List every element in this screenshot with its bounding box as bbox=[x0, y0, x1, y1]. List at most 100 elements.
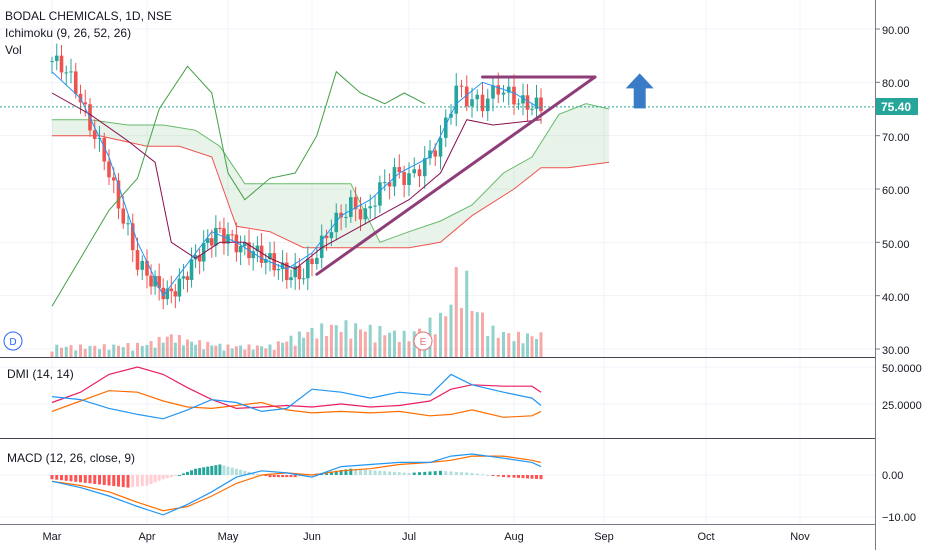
macd-hist-bar-78 bbox=[397, 472, 401, 475]
up-arrow-icon[interactable] bbox=[625, 73, 654, 109]
macd-tick-0: 0.00 bbox=[882, 470, 903, 482]
volume-bar-46 bbox=[251, 349, 255, 357]
axis-tick-marks bbox=[876, 28, 880, 350]
volume-bar-34 bbox=[202, 349, 206, 357]
macd-hist-bar-1 bbox=[55, 475, 59, 480]
macd-hist-bar-52 bbox=[276, 475, 280, 478]
candle-26 bbox=[169, 275, 174, 304]
time-axis[interactable]: Mar Apr May Jun Jul Aug Sep Oct Nov bbox=[43, 531, 811, 543]
candle-body-97 bbox=[496, 85, 501, 95]
volume-bar-86 bbox=[439, 312, 442, 357]
time-tick-jun: Jun bbox=[303, 531, 321, 543]
volume-bar-71 bbox=[363, 331, 367, 357]
candle-body-83 bbox=[422, 158, 427, 177]
trend-line-0 bbox=[315, 75, 597, 276]
volume-bar-19 bbox=[140, 345, 144, 357]
candle-37 bbox=[214, 215, 218, 257]
candle-body-60 bbox=[310, 258, 314, 265]
candle-100 bbox=[512, 74, 516, 115]
volume-bar-23 bbox=[157, 336, 161, 357]
macd-hist-bar-66 bbox=[339, 470, 343, 475]
volume-bar-7 bbox=[83, 348, 87, 357]
candle-51 bbox=[272, 241, 276, 277]
macd-hist-bar-26 bbox=[169, 475, 173, 478]
dmi-tick-25: 25.0000 bbox=[882, 400, 922, 412]
macd-hist-bar-11 bbox=[102, 475, 106, 485]
volume-bar-44 bbox=[243, 349, 247, 357]
macd-hist-bar-19 bbox=[140, 475, 144, 487]
volume-bar-8 bbox=[88, 345, 92, 357]
candle-body-81 bbox=[412, 169, 417, 174]
candle-body-31 bbox=[189, 259, 194, 280]
trend-lines[interactable] bbox=[315, 75, 597, 276]
volume-bar-31 bbox=[190, 341, 194, 357]
candle-body-51 bbox=[272, 253, 276, 271]
volume-bar-91 bbox=[465, 270, 469, 357]
macd-hist-bar-25 bbox=[165, 475, 169, 479]
candle-89 bbox=[454, 73, 459, 127]
macd-hist-bar-21 bbox=[149, 475, 153, 484]
macd-hist-bar-16 bbox=[126, 475, 130, 488]
macd-legend[interactable]: MACD (12, 26, close, 9) bbox=[7, 451, 135, 465]
macd-hist-bar-98 bbox=[502, 475, 505, 478]
volume-bar-10 bbox=[98, 349, 101, 357]
macd-hist-bar-49 bbox=[264, 475, 268, 477]
volume-bar-40 bbox=[226, 344, 230, 357]
candle-body-105 bbox=[534, 97, 539, 109]
volume-bar-96 bbox=[491, 325, 495, 357]
candle-27 bbox=[173, 283, 178, 309]
candle-104 bbox=[530, 102, 534, 116]
volume-bar-6 bbox=[79, 344, 82, 357]
macd-hist-bar-9 bbox=[93, 475, 97, 484]
candle-body-5 bbox=[73, 71, 78, 94]
candle-body-35 bbox=[205, 238, 210, 243]
candle-body-20 bbox=[145, 260, 149, 276]
candle-57 bbox=[297, 258, 302, 290]
price-axis[interactable]: 90.00 80.00 70.00 60.00 50.00 40.00 30.0… bbox=[882, 25, 910, 357]
volume-bar-103 bbox=[526, 333, 529, 357]
volume-bar-15 bbox=[121, 347, 125, 357]
volume-bar-11 bbox=[102, 344, 106, 357]
dmi-axis[interactable]: 50.0000 25.0000 bbox=[882, 363, 922, 412]
volume-bar-18 bbox=[136, 342, 139, 357]
candle-body-41 bbox=[230, 234, 234, 236]
price-tick-90: 90.00 bbox=[882, 25, 910, 37]
macd-hist-bar-29 bbox=[181, 473, 185, 475]
candle-9 bbox=[92, 119, 97, 149]
dmi-legend[interactable]: DMI (14, 14) bbox=[7, 367, 74, 381]
macd-hist-bar-75 bbox=[383, 471, 387, 475]
candle-body-4 bbox=[69, 71, 73, 73]
kijun-line bbox=[51, 92, 542, 270]
earnings-marker[interactable]: E bbox=[413, 331, 433, 351]
candle-body-100 bbox=[512, 86, 516, 105]
macd-hist-bar-24 bbox=[161, 475, 165, 480]
candle-83 bbox=[422, 145, 427, 189]
dividend-marker[interactable]: D bbox=[3, 331, 23, 351]
candle-68 bbox=[349, 190, 353, 223]
volume-bar-64 bbox=[329, 324, 333, 357]
macd-hist-bar-20 bbox=[145, 475, 149, 486]
candle-body-76 bbox=[387, 182, 392, 187]
candle-body-37 bbox=[214, 227, 218, 246]
senkou-span-b-line bbox=[52, 135, 610, 249]
volume-legend[interactable]: Vol bbox=[5, 43, 22, 57]
volume-bar-87 bbox=[444, 316, 448, 357]
candle-31 bbox=[189, 247, 194, 288]
macd-hist-bar-86 bbox=[439, 470, 442, 475]
candle-18 bbox=[135, 237, 140, 276]
candle-73 bbox=[373, 194, 377, 219]
candle-body-106 bbox=[539, 97, 543, 112]
candle-60 bbox=[310, 253, 314, 276]
volume-bar-68 bbox=[349, 338, 353, 357]
candle-body-23 bbox=[157, 275, 161, 288]
ichimoku-legend[interactable]: Ichimoku (9, 26, 52, 26) bbox=[5, 26, 131, 40]
volume-bar-29 bbox=[181, 345, 185, 357]
candle-47 bbox=[255, 236, 260, 263]
volume-bar-45 bbox=[247, 344, 251, 357]
macd-axis[interactable]: 0.00 −10.00 bbox=[882, 470, 916, 524]
macd-hist-bar-15 bbox=[121, 475, 125, 488]
volume-bar-90 bbox=[460, 308, 463, 357]
candle-body-43 bbox=[238, 246, 243, 253]
last-price-label: 75.40 bbox=[881, 100, 911, 114]
